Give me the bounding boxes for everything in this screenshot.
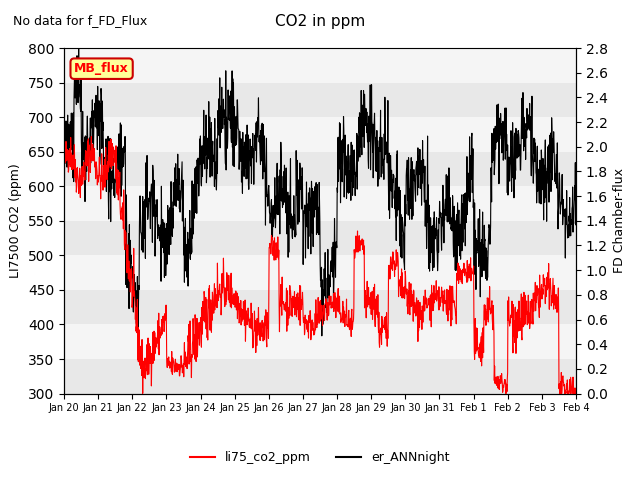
Bar (64, 359, 576, 394)
Bar (64, 152, 576, 186)
Bar (64, 48, 576, 83)
Text: CO2 in ppm: CO2 in ppm (275, 14, 365, 29)
Bar (64, 83, 576, 117)
Bar (64, 186, 576, 221)
Y-axis label: LI7500 CO2 (ppm): LI7500 CO2 (ppm) (10, 163, 22, 278)
Bar (64, 324, 576, 359)
Bar (64, 221, 576, 255)
Bar (64, 117, 576, 152)
Y-axis label: FD Chamber-flux: FD Chamber-flux (613, 168, 627, 273)
Text: MB_flux: MB_flux (74, 62, 129, 75)
Bar (64, 255, 576, 290)
Text: No data for f_FD_Flux: No data for f_FD_Flux (13, 14, 147, 27)
Bar (64, 290, 576, 324)
Legend: li75_co2_ppm, er_ANNnight: li75_co2_ppm, er_ANNnight (186, 446, 454, 469)
